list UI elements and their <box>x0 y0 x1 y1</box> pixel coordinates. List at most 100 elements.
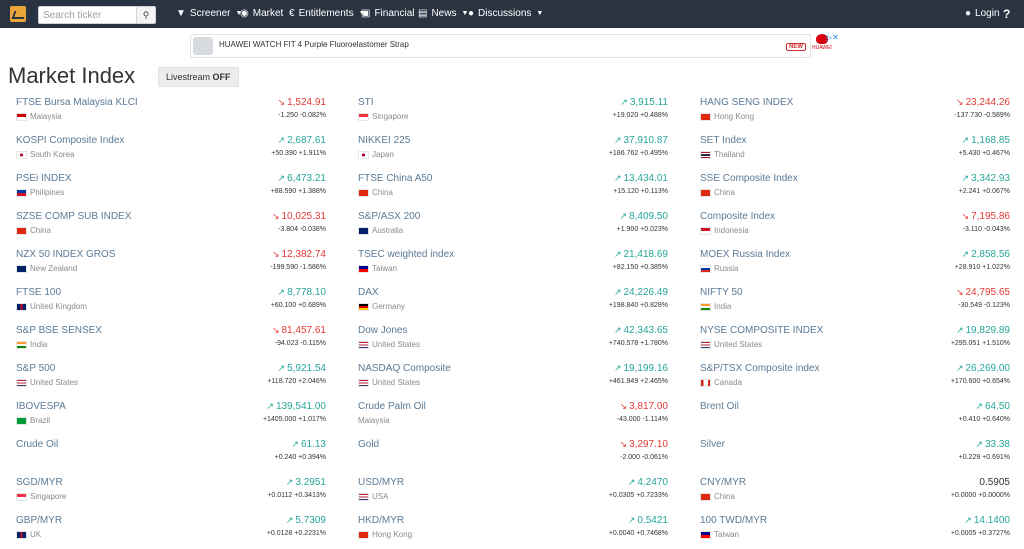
index-cell[interactable]: NZX 50 INDEX GROS New Zealand ↘ 12,382.74 -1… <box>16 249 326 283</box>
index-cell[interactable]: PSEi INDEX Philipines ↗ 6,473.21 +88.590 +1.… <box>16 173 326 207</box>
index-cell[interactable]: Dow Jones United States ↗ 42,343.65 +740.578… <box>358 325 668 359</box>
nav-screener[interactable]: ▼ Screener ▼ <box>176 8 242 19</box>
index-name[interactable]: NYSE COMPOSITE INDEX <box>700 325 824 336</box>
index-cell[interactable]: CNY/MYR China 0.5905 +0.0000 +0.0000% <box>700 477 1010 511</box>
index-name[interactable]: NASDAQ Composite <box>358 363 451 374</box>
index-name[interactable]: Composite Index <box>700 211 776 222</box>
index-name[interactable]: CNY/MYR <box>700 477 747 488</box>
index-change: +461.949 +2.465% <box>608 378 668 385</box>
help-icon[interactable]: ? <box>1003 7 1011 21</box>
search-input[interactable] <box>39 7 137 23</box>
index-country-label: United States <box>372 340 421 349</box>
ad-banner[interactable]: HUAWEI WATCH FIT 4 Purple Fluoroelastome… <box>190 34 811 58</box>
index-name[interactable]: S&P BSE SENSEX <box>16 325 102 336</box>
index-cell[interactable]: TSEC weighted index Taiwan ↗ 21,418.69 +82.1… <box>358 249 668 283</box>
index-cell[interactable]: Crude Palm Oil Malaysia ↘ 3,817.00 -43.000 -… <box>358 401 668 435</box>
index-cell[interactable]: GBP/MYR UK ↗ 5.7309 +0.0128 +0.2231% <box>16 515 326 549</box>
index-cell[interactable]: FTSE 100 United Kingdom ↗ 8,778.10 +60.100 +… <box>16 287 326 321</box>
index-name[interactable]: STI <box>358 97 374 108</box>
index-change: -43.000 -1.114% <box>616 416 668 423</box>
index-name[interactable]: SET Index <box>700 135 747 146</box>
index-change: +50.390 +1.911% <box>271 150 326 157</box>
nav-news[interactable]: ▤ News ▼ <box>418 8 468 19</box>
index-cell[interactable]: NASDAQ Composite United States ↗ 19,199.16 +… <box>358 363 668 397</box>
index-cell[interactable]: Silver ↗ 33.38 +0.229 +0.691% <box>700 439 1010 473</box>
index-cell[interactable]: Gold ↘ 3,297.10 -2.000 -0.061% <box>358 439 668 473</box>
index-cell[interactable]: SET Index Thailand ↗ 1,168.85 +5.430 +0.467% <box>700 135 1010 169</box>
index-name[interactable]: FTSE China A50 <box>358 173 433 184</box>
index-cell[interactable]: S&P/TSX Composite index Canada ↗ 26,269.00 +… <box>700 363 1010 397</box>
index-name[interactable]: S&P/ASX 200 <box>358 211 421 222</box>
index-cell[interactable]: S&P 500 United States ↗ 5,921.54 +118.720 +2… <box>16 363 326 397</box>
index-cell[interactable]: SSE Composite Index China ↗ 3,342.93 +2.241 … <box>700 173 1010 207</box>
index-name[interactable]: Crude Oil <box>16 439 59 450</box>
index-country: Canada <box>700 378 742 387</box>
index-name[interactable]: Dow Jones <box>358 325 408 336</box>
trend-up-icon: ↗ <box>285 477 294 487</box>
index-name[interactable]: NZX 50 INDEX GROS <box>16 249 116 260</box>
index-cell[interactable]: USD/MYR USA ↗ 4.2470 +0.0305 +0.7233% <box>358 477 668 511</box>
index-cell[interactable]: IBOVESPA Brazil ↗ 139,541.00 +1405.000 +1.01… <box>16 401 326 435</box>
index-cell[interactable]: KOSPI Composite Index South Korea ↗ 2,687.6… <box>16 135 326 169</box>
login-link[interactable]: ● Login <box>965 8 1000 19</box>
livestream-toggle[interactable]: Livestream OFF <box>158 67 239 87</box>
index-cell[interactable]: Brent Oil ↗ 64.50 +0.410 +0.640% <box>700 401 1010 435</box>
index-value: ↗ 8,778.10 <box>278 287 326 298</box>
index-cell[interactable]: DAX Germany ↗ 24,226.49 +198.840 +0.828% <box>358 287 668 321</box>
index-cell[interactable]: SZSE COMP SUB INDEX China ↘ 10,025.31 -3.804… <box>16 211 326 245</box>
index-name[interactable]: SGD/MYR <box>16 477 63 488</box>
index-name[interactable]: NIKKEI 225 <box>358 135 411 146</box>
index-name[interactable]: SSE Composite Index <box>700 173 798 184</box>
nav-entitlements[interactable]: € Entitlements ▼ <box>289 8 366 19</box>
index-cell[interactable]: S&P BSE SENSEX India ↘ 81,457.61 -94.023 -0.… <box>16 325 326 359</box>
index-cell[interactable]: 100 TWD/MYR Taiwan ↗ 14.1400 +0.0005 +0.3727… <box>700 515 1010 549</box>
nav-discussions[interactable]: ● Discussions ▼ <box>468 8 543 19</box>
index-name[interactable]: NIFTY 50 <box>700 287 743 298</box>
index-name[interactable]: S&P/TSX Composite index <box>700 363 820 374</box>
index-cell[interactable]: STI Singapore ↗ 3,915.11 +19.020 +0.488% <box>358 97 668 131</box>
index-name[interactable]: HKD/MYR <box>358 515 405 526</box>
index-name[interactable]: FTSE 100 <box>16 287 62 298</box>
index-name[interactable]: SZSE COMP SUB INDEX <box>16 211 132 222</box>
index-name[interactable]: 100 TWD/MYR <box>700 515 768 526</box>
ad-brand-logo[interactable]: HUAWEI <box>812 34 834 52</box>
index-name[interactable]: Brent Oil <box>700 401 739 412</box>
index-cell[interactable]: HKD/MYR Hong Kong ↗ 0.5421 +0.0040 +0.7468% <box>358 515 668 549</box>
index-name[interactable]: HANG SENG INDEX <box>700 97 794 108</box>
index-name[interactable]: TSEC weighted index <box>358 249 455 260</box>
index-name[interactable]: Silver <box>700 439 726 450</box>
index-name[interactable]: Gold <box>358 439 380 450</box>
index-name[interactable]: DAX <box>358 287 379 298</box>
index-value-text: 19,829.89 <box>965 325 1011 336</box>
index-name[interactable]: GBP/MYR <box>16 515 63 526</box>
index-cell[interactable]: Crude Oil ↗ 61.13 +0.240 +0.394% <box>16 439 326 473</box>
index-name[interactable]: MOEX Russia Index <box>700 249 791 260</box>
index-name[interactable]: PSEi INDEX <box>16 173 72 184</box>
index-country-label: United Kingdom <box>30 302 87 311</box>
index-cell[interactable]: FTSE Bursa Malaysia KLCI Malaysia ↘ 1,524.9… <box>16 97 326 131</box>
index-cell[interactable]: SGD/MYR Singapore ↗ 3.2951 +0.0112 +0.3413% <box>16 477 326 511</box>
index-change: +82.150 +0.385% <box>612 264 668 271</box>
index-name[interactable]: FTSE Bursa Malaysia KLCI <box>16 97 138 108</box>
logo-icon[interactable] <box>10 6 26 22</box>
index-cell[interactable]: MOEX Russia Index Russia ↗ 2,858.56 +28.910 … <box>700 249 1010 283</box>
index-cell[interactable]: Composite Index Indonesia ↘ 7,195.86 -3.110 … <box>700 211 1010 245</box>
index-cell[interactable]: FTSE China A50 China ↗ 13,434.01 +15.120 +0.… <box>358 173 668 207</box>
index-value: ↗ 6,473.21 <box>278 173 326 184</box>
index-cell[interactable]: NYSE COMPOSITE INDEX United States ↗ 19,829… <box>700 325 1010 359</box>
index-name[interactable]: S&P 500 <box>16 363 56 374</box>
ad-close-icon[interactable]: ▷✕ <box>826 33 839 42</box>
nav-financial[interactable]: ▣ Financial <box>361 8 414 19</box>
nav-market[interactable]: ◉ Market <box>240 8 283 19</box>
index-value-text: 21,418.69 <box>623 249 669 260</box>
index-name[interactable]: Crude Palm Oil <box>358 401 426 412</box>
index-cell[interactable]: HANG SENG INDEX Hong Kong ↘ 23,244.26 -137.7… <box>700 97 1010 131</box>
index-cell[interactable]: NIKKEI 225 Japan ↗ 37,910.87 +186.762 +0.495… <box>358 135 668 169</box>
index-name[interactable]: USD/MYR <box>358 477 405 488</box>
search-icon[interactable]: ⚲ <box>136 7 155 23</box>
index-cell[interactable]: NIFTY 50 India ↘ 24,795.65 -30.549 -0.123% <box>700 287 1010 321</box>
index-cell[interactable]: S&P/ASX 200 Australia ↗ 8,409.50 +1.900 +0.0… <box>358 211 668 245</box>
index-name[interactable]: IBOVESPA <box>16 401 66 412</box>
index-value-text: 6,473.21 <box>287 173 326 184</box>
index-name[interactable]: KOSPI Composite Index <box>16 135 125 146</box>
